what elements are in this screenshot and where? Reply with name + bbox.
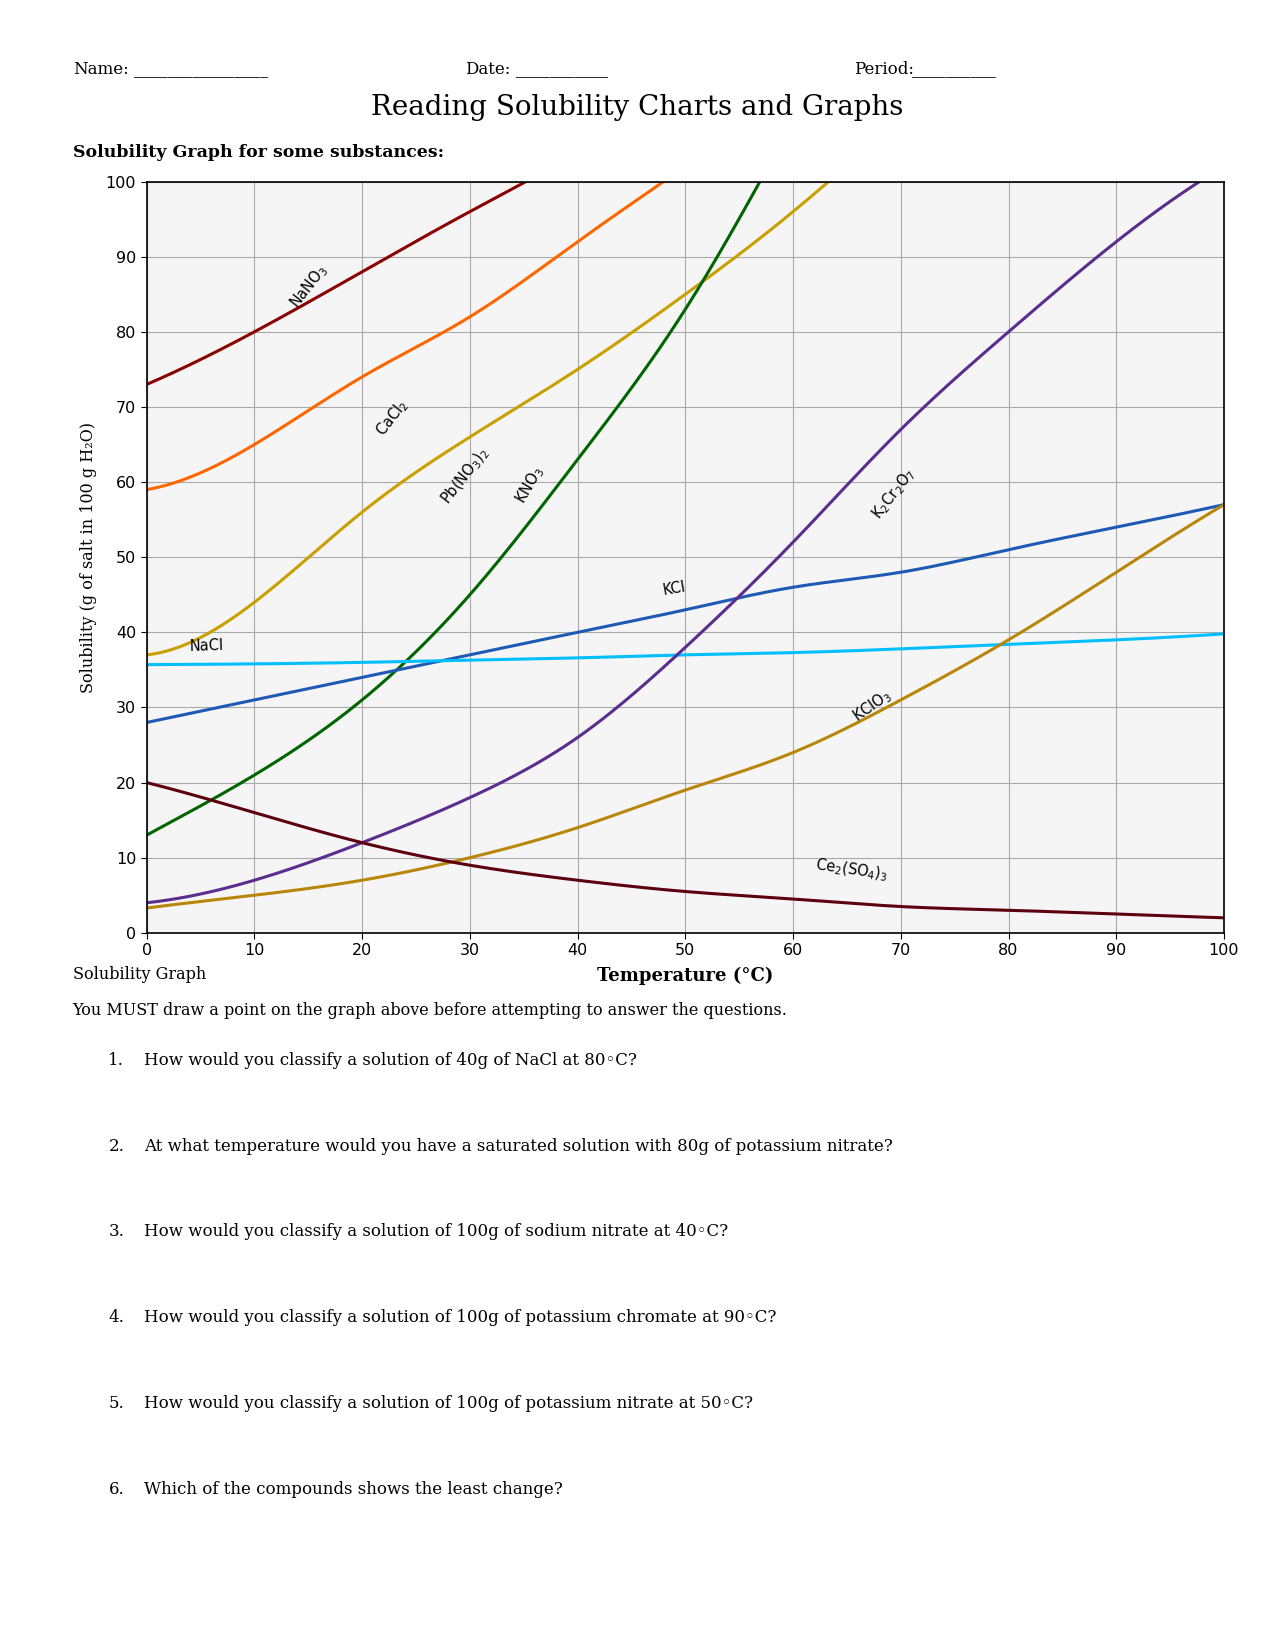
Text: 1.: 1. — [108, 1052, 124, 1068]
Text: K$_2$Cr$_2$O$_7$: K$_2$Cr$_2$O$_7$ — [868, 464, 919, 523]
Text: How would you classify a solution of 100g of potassium nitrate at 50◦C?: How would you classify a solution of 100… — [144, 1395, 754, 1412]
Text: How would you classify a solution of 100g of sodium nitrate at 40◦C?: How would you classify a solution of 100… — [144, 1223, 728, 1240]
Text: ___________: ___________ — [516, 61, 608, 78]
Text: Date:: Date: — [465, 61, 511, 78]
Text: Which of the compounds shows the least change?: Which of the compounds shows the least c… — [144, 1481, 562, 1497]
Text: NaCl: NaCl — [189, 637, 224, 654]
Text: At what temperature would you have a saturated solution with 80g of potassium ni: At what temperature would you have a sat… — [144, 1138, 892, 1154]
Text: You MUST draw a point on the graph above before attempting to answer the questio: You MUST draw a point on the graph above… — [73, 1002, 788, 1019]
Text: KCl: KCl — [662, 580, 687, 598]
Text: Period:: Period: — [854, 61, 914, 78]
Text: How would you classify a solution of 40g of NaCl at 80◦C?: How would you classify a solution of 40g… — [144, 1052, 638, 1068]
Text: Pb(NO$_3$)$_2$: Pb(NO$_3$)$_2$ — [437, 444, 493, 507]
Text: Solubility Graph: Solubility Graph — [73, 966, 207, 982]
Text: KNO$_3$: KNO$_3$ — [511, 464, 548, 507]
Text: Ce$_2$(SO$_4$)$_3$: Ce$_2$(SO$_4$)$_3$ — [813, 855, 889, 883]
Text: Solubility Graph for some substances:: Solubility Graph for some substances: — [73, 144, 444, 160]
Text: How would you classify a solution of 100g of potassium chromate at 90◦C?: How would you classify a solution of 100… — [144, 1309, 776, 1326]
Text: 6.: 6. — [108, 1481, 124, 1497]
Text: Reading Solubility Charts and Graphs: Reading Solubility Charts and Graphs — [371, 94, 904, 121]
Text: ________________: ________________ — [134, 61, 268, 78]
Text: KClO$_3$: KClO$_3$ — [849, 687, 896, 726]
Text: 4.: 4. — [108, 1309, 124, 1326]
Text: CaCl$_2$: CaCl$_2$ — [372, 396, 413, 439]
Y-axis label: Solubility (g of salt in 100 g H₂O): Solubility (g of salt in 100 g H₂O) — [80, 421, 97, 693]
Text: 5.: 5. — [108, 1395, 124, 1412]
Text: NaNO$_3$: NaNO$_3$ — [287, 261, 332, 312]
X-axis label: Temperature (°C): Temperature (°C) — [597, 966, 774, 984]
Text: Name:: Name: — [73, 61, 129, 78]
Text: 3.: 3. — [108, 1223, 124, 1240]
Text: __________: __________ — [912, 61, 996, 78]
Text: 2.: 2. — [108, 1138, 124, 1154]
